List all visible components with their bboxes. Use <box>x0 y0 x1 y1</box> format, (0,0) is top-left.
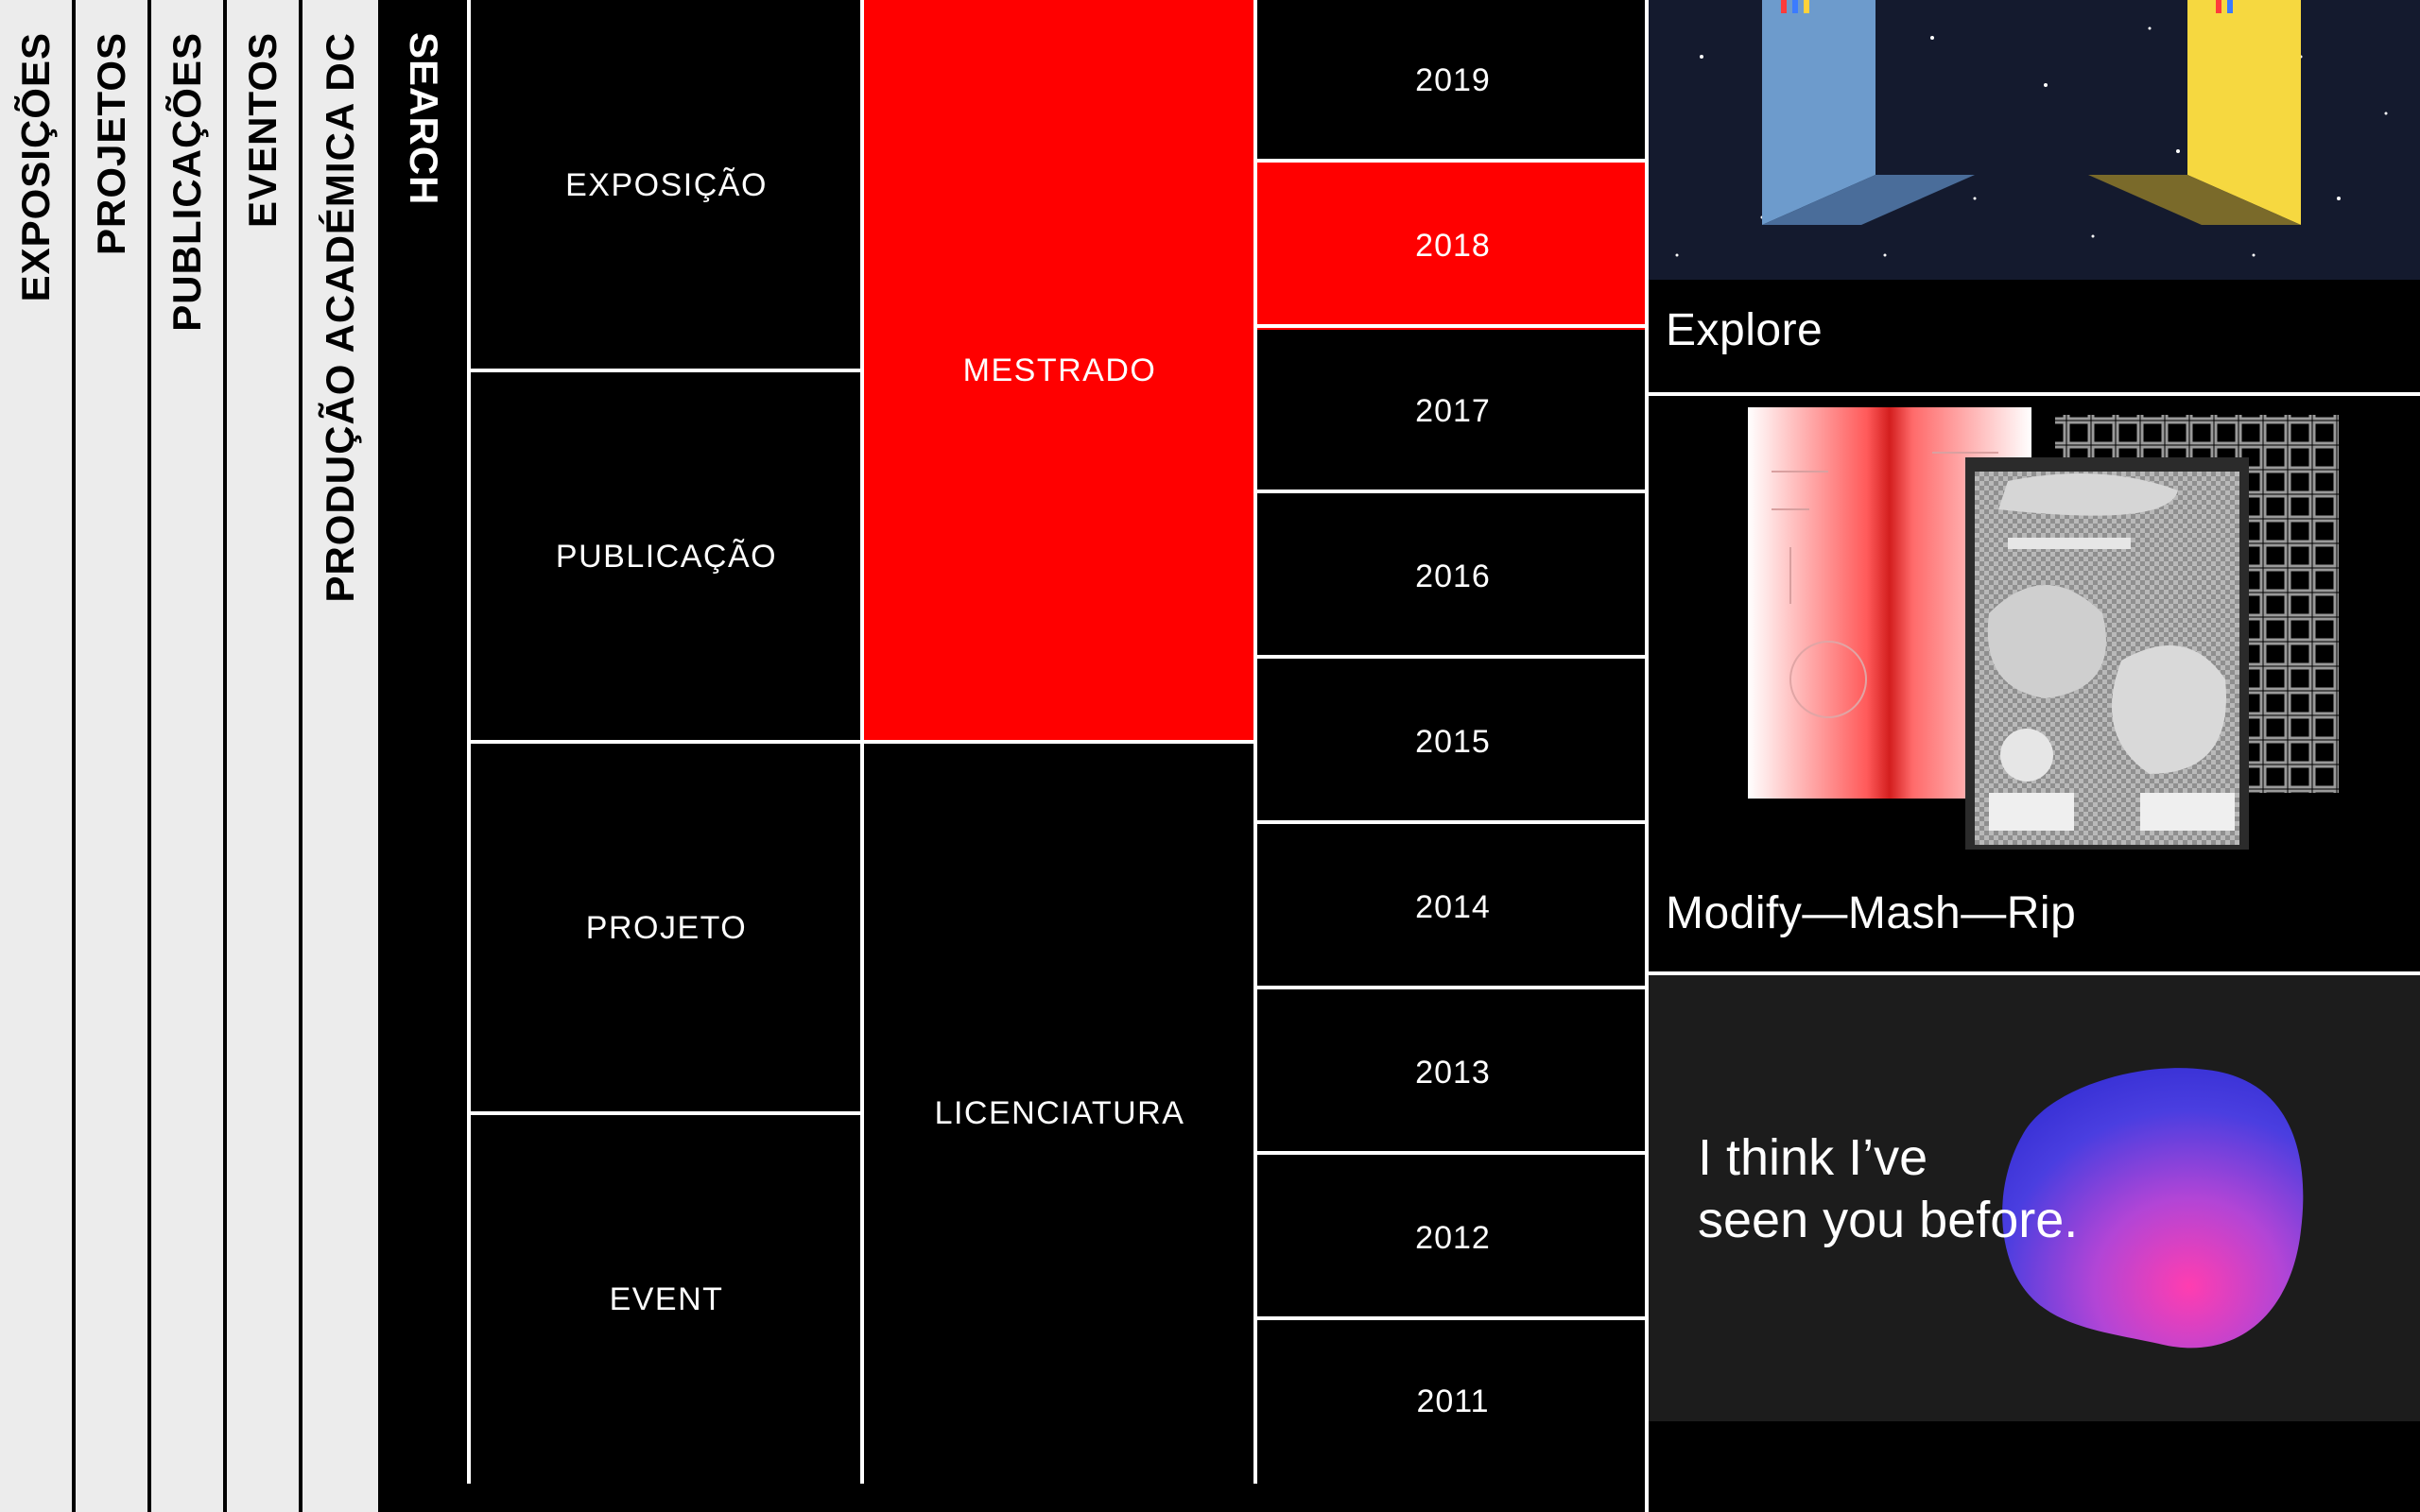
filter-label: EXPOSIÇÃO <box>565 166 768 203</box>
caption-line: seen you before. <box>1698 1192 2079 1248</box>
filter-year-2019[interactable]: 2019 <box>1257 0 1649 161</box>
filter-type-publicacao[interactable]: PUBLICAÇÃO <box>471 369 862 742</box>
project-thumbnail-modify-mash-rip <box>1748 407 2339 850</box>
filter-year-2016[interactable]: 2016 <box>1257 490 1649 661</box>
card-divider <box>1649 971 2420 975</box>
year-label: 2014 <box>1415 889 1491 925</box>
project-caption: I think I’ve seen you before. <box>1698 1126 2078 1251</box>
year-label: 2017 <box>1415 393 1491 429</box>
filter-label: EVENT <box>609 1280 724 1317</box>
project-title: Explore <box>1666 305 1824 355</box>
filter-year-2015[interactable]: 2015 <box>1257 655 1649 826</box>
year-label: 2015 <box>1415 724 1491 760</box>
search-label: SEARCH <box>402 32 446 206</box>
filter-type-exposicao[interactable]: EXPOSIÇÃO <box>471 0 862 370</box>
filter-year-2014[interactable]: 2014 <box>1257 820 1649 991</box>
filter-type-projeto[interactable]: PROJETO <box>471 740 862 1113</box>
project-card-modify-mash-rip[interactable]: Modify—Mash—Rip <box>1649 396 2420 972</box>
project-card-seen-you-before[interactable]: I think I’ve seen you before. <box>1649 975 2420 1421</box>
filter-year-2013[interactable]: 2013 <box>1257 986 1649 1157</box>
nav-tab-label: PRODUÇÃO ACADÉMICA DC <box>318 32 362 603</box>
nav-tab-label: EXPOSIÇÕES <box>13 32 58 302</box>
filter-type-event[interactable]: EVENT <box>471 1111 862 1484</box>
filter-year-2018[interactable]: 2018 <box>1257 159 1649 330</box>
filter-year-2017[interactable]: 2017 <box>1257 324 1649 495</box>
filter-year-2012[interactable]: 2012 <box>1257 1151 1649 1322</box>
nav-tab-publicacoes[interactable]: PUBLICAÇÕES <box>151 0 227 1512</box>
nav-tab-producao-academica[interactable]: PRODUÇÃO ACADÉMICA DC <box>302 0 378 1512</box>
filter-label: MESTRADO <box>962 352 1157 388</box>
nav-tab-label: PROJETOS <box>89 32 133 255</box>
project-card-explore[interactable]: Explore <box>1649 0 2420 395</box>
nav-tab-projetos[interactable]: PROJETOS <box>76 0 151 1512</box>
nav-tab-eventos[interactable]: EVENTOS <box>227 0 302 1512</box>
project-thumbnail-explore <box>1649 0 2420 280</box>
filter-label: PROJETO <box>585 910 748 946</box>
nav-tab-label: PUBLICAÇÕES <box>164 32 209 332</box>
project-feed: Explore <box>1645 0 2420 1512</box>
card-divider <box>1649 392 2420 396</box>
year-filter-column: 2019 2018 2017 2016 2015 2014 2013 2012 … <box>1253 0 1649 1484</box>
year-label: 2013 <box>1415 1055 1491 1091</box>
filter-label: PUBLICAÇÃO <box>555 539 778 575</box>
gradient-blob-graphic <box>2002 1068 2304 1349</box>
search-toggle[interactable]: SEARCH <box>378 0 469 1512</box>
section-nav: EXPOSIÇÕES PROJETOS PUBLICAÇÕES EVENTOS … <box>0 0 378 1512</box>
year-label: 2019 <box>1415 61 1491 98</box>
year-label: 2018 <box>1415 228 1491 264</box>
caption-line: I think I’ve <box>1698 1129 1928 1186</box>
filter-label: LICENCIATURA <box>934 1095 1185 1131</box>
year-label: 2012 <box>1415 1220 1491 1256</box>
filter-degree-licenciatura[interactable]: LICENCIATURA <box>864 740 1255 1484</box>
degree-filter-column: MESTRADO LICENCIATURA <box>860 0 1255 1484</box>
year-label: 2016 <box>1415 558 1491 594</box>
type-filter-column: EXPOSIÇÃO PUBLICAÇÃO PROJETO EVENT <box>467 0 862 1484</box>
filter-degree-mestrado[interactable]: MESTRADO <box>864 0 1255 742</box>
nav-tab-label: EVENTOS <box>240 32 285 228</box>
filter-year-2011[interactable]: 2011 <box>1257 1316 1649 1484</box>
year-label: 2011 <box>1416 1383 1490 1419</box>
nav-tab-exposicoes[interactable]: EXPOSIÇÕES <box>0 0 76 1512</box>
project-title: Modify—Mash—Rip <box>1666 888 2077 938</box>
